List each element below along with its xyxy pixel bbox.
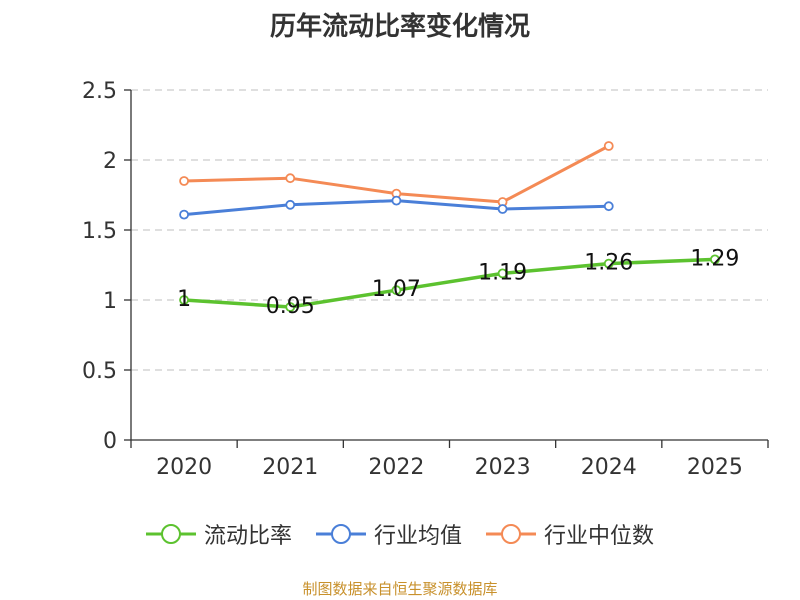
data-point [603, 201, 614, 212]
grid-lines [131, 89, 768, 371]
legend-label: 流动比率 [203, 524, 292, 549]
data-point [285, 173, 296, 184]
legend-item-2[interactable]: 行业中位数 [486, 518, 654, 550]
data-point [497, 268, 508, 279]
y-tick-label: 1 [103, 289, 117, 314]
series-line-0 [183, 257, 715, 309]
data-label: 0.95 [266, 294, 315, 319]
data-point [285, 302, 296, 312]
source-note: 制图数据来自恒生聚源数据库 [302, 580, 498, 598]
y-tick-label: 0 [103, 429, 117, 454]
chart-title: 历年流动比率变化情况 [269, 12, 530, 42]
legend: 流动比率 行业均值 行业中位数 [0, 518, 800, 550]
x-tick-label: 2021 [262, 455, 318, 480]
legend-swatch-icon [315, 524, 366, 544]
legend-item-0[interactable]: 流动比率 [145, 518, 292, 550]
axes: 0 0.5 1 1.5 2 2.5 2020 2021 2022 2023 2024 2025 [82, 79, 769, 480]
data-label: 1.29 [690, 246, 739, 271]
data-point [179, 209, 189, 220]
data-point [603, 258, 614, 269]
y-tick-label: 2.5 [82, 79, 117, 104]
legend-swatch-icon [486, 524, 536, 544]
legend-swatch-icon [145, 524, 196, 544]
data-point [391, 285, 402, 296]
x-tick-label: 2020 [156, 455, 212, 480]
legend-item-1[interactable]: 行业均值 [315, 518, 462, 550]
data-point [179, 176, 189, 186]
series-layer [179, 141, 720, 312]
data-label: 1 [177, 287, 191, 312]
data-point [497, 204, 508, 214]
x-tick-label: 2025 [687, 455, 743, 480]
data-labels: 1 0.95 1.07 1.19 1.26 1.29 [177, 246, 739, 319]
legend-label: 行业中位数 [544, 524, 655, 549]
x-tick-label: 2024 [581, 455, 637, 480]
y-tick-label: 0.5 [82, 359, 117, 384]
data-point [285, 199, 296, 210]
data-label: 1.26 [584, 251, 633, 276]
data-point [710, 254, 720, 265]
data-point [179, 295, 189, 305]
y-tick-label: 1.5 [82, 219, 117, 244]
x-tick-label: 2023 [475, 455, 531, 480]
y-tick-label: 2 [103, 149, 117, 174]
data-label: 1.19 [478, 260, 527, 285]
data-point [391, 195, 402, 206]
data-label: 1.07 [372, 277, 421, 302]
data-point [603, 141, 614, 151]
legend-label: 行业均值 [373, 524, 462, 549]
x-tick-label: 2022 [368, 455, 424, 480]
